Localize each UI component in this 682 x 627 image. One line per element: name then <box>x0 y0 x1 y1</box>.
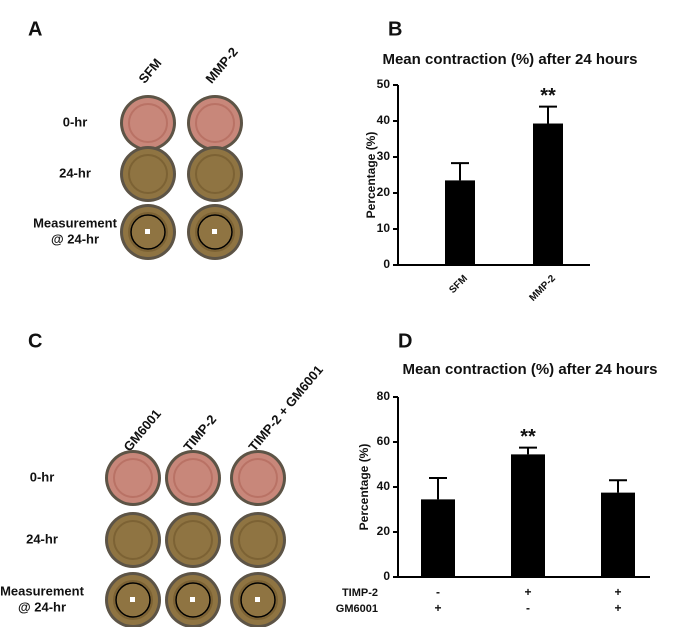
y-tick-label: 30 <box>377 149 391 163</box>
bar <box>445 180 475 265</box>
column-label: GM6001 <box>120 406 164 454</box>
row-label: 24-hr <box>59 165 91 180</box>
well-ring <box>128 154 168 194</box>
y-tick-label: 80 <box>377 389 391 403</box>
row-label: 0-hr <box>63 114 88 129</box>
well-gel <box>123 149 173 199</box>
y-tick-label: 0 <box>383 257 390 271</box>
row-label: Measurement <box>33 215 117 230</box>
measure-marker <box>145 229 150 234</box>
well-ring <box>238 458 278 498</box>
y-axis-label: Percentage (%) <box>357 444 371 531</box>
row-label: @ 24-hr <box>51 231 99 246</box>
well-gel <box>233 515 283 565</box>
y-tick-label: 0 <box>383 569 390 583</box>
well-ring <box>195 212 235 252</box>
condition-symbol: + <box>614 601 621 615</box>
well-gel <box>108 453 158 503</box>
row-label: Measurement <box>0 583 84 598</box>
y-tick-label: 20 <box>377 524 391 538</box>
condition-symbol: + <box>614 585 621 599</box>
condition-symbol: + <box>434 601 441 615</box>
condition-symbol: - <box>436 585 440 599</box>
measure-marker <box>190 597 195 602</box>
well-ring <box>195 103 235 143</box>
annotation: ** <box>540 85 556 107</box>
measure-marker <box>212 229 217 234</box>
panel-label: B <box>388 18 402 40</box>
bar <box>421 499 455 577</box>
measure-circle <box>115 582 151 618</box>
well-gel <box>108 515 158 565</box>
well-ring <box>173 580 213 620</box>
well-ring <box>173 520 213 560</box>
well-ring <box>173 458 213 498</box>
condition-symbol: + <box>524 585 531 599</box>
well-gel <box>233 453 283 503</box>
column-label: TIMP-2 + GM6001 <box>245 362 325 454</box>
condition-symbol: - <box>526 601 530 615</box>
well-ring <box>113 580 153 620</box>
measure-circle <box>240 582 276 618</box>
measure-circle <box>175 582 211 618</box>
row-label: @ 24-hr <box>18 599 66 614</box>
column-label: SFM <box>135 55 164 86</box>
condition-label: GM6001 <box>336 603 378 615</box>
panel-label: D <box>398 330 412 352</box>
well-gel <box>190 149 240 199</box>
y-tick-label: 50 <box>377 77 391 91</box>
column-label: TIMP-2 <box>180 412 219 454</box>
annotation: ** <box>520 426 536 448</box>
y-axis-label: Percentage (%) <box>364 132 378 219</box>
well-ring <box>238 580 278 620</box>
well-gel <box>168 453 218 503</box>
well-gel <box>168 515 218 565</box>
y-tick-label: 20 <box>377 185 391 199</box>
bar <box>511 454 545 577</box>
measure-marker <box>130 597 135 602</box>
chart-title: Mean contraction (%) after 24 hours <box>382 51 637 68</box>
row-label: 24-hr <box>26 531 58 546</box>
well-ring <box>195 154 235 194</box>
bar <box>601 492 635 577</box>
row-label: 0-hr <box>30 469 55 484</box>
chart-title: Mean contraction (%) after 24 hours <box>402 361 657 378</box>
panel-label: A <box>28 18 42 40</box>
x-tick-label: SFM <box>447 273 470 296</box>
y-tick-label: 40 <box>377 479 391 493</box>
y-tick-label: 60 <box>377 434 391 448</box>
well-ring <box>113 520 153 560</box>
measure-marker <box>255 597 260 602</box>
panel-label: C <box>28 330 42 352</box>
well-ring <box>113 458 153 498</box>
well-ring <box>128 212 168 252</box>
well-ring <box>128 103 168 143</box>
column-label: MMP-2 <box>202 44 240 86</box>
well-gel <box>190 98 240 148</box>
bar <box>533 123 563 266</box>
y-tick-label: 40 <box>377 113 391 127</box>
measure-circle <box>130 214 166 250</box>
x-tick-label: MMP-2 <box>527 273 558 304</box>
measure-circle <box>197 214 233 250</box>
y-tick-label: 10 <box>377 221 391 235</box>
condition-label: TIMP-2 <box>342 587 378 599</box>
well-gel <box>123 98 173 148</box>
well-ring <box>238 520 278 560</box>
